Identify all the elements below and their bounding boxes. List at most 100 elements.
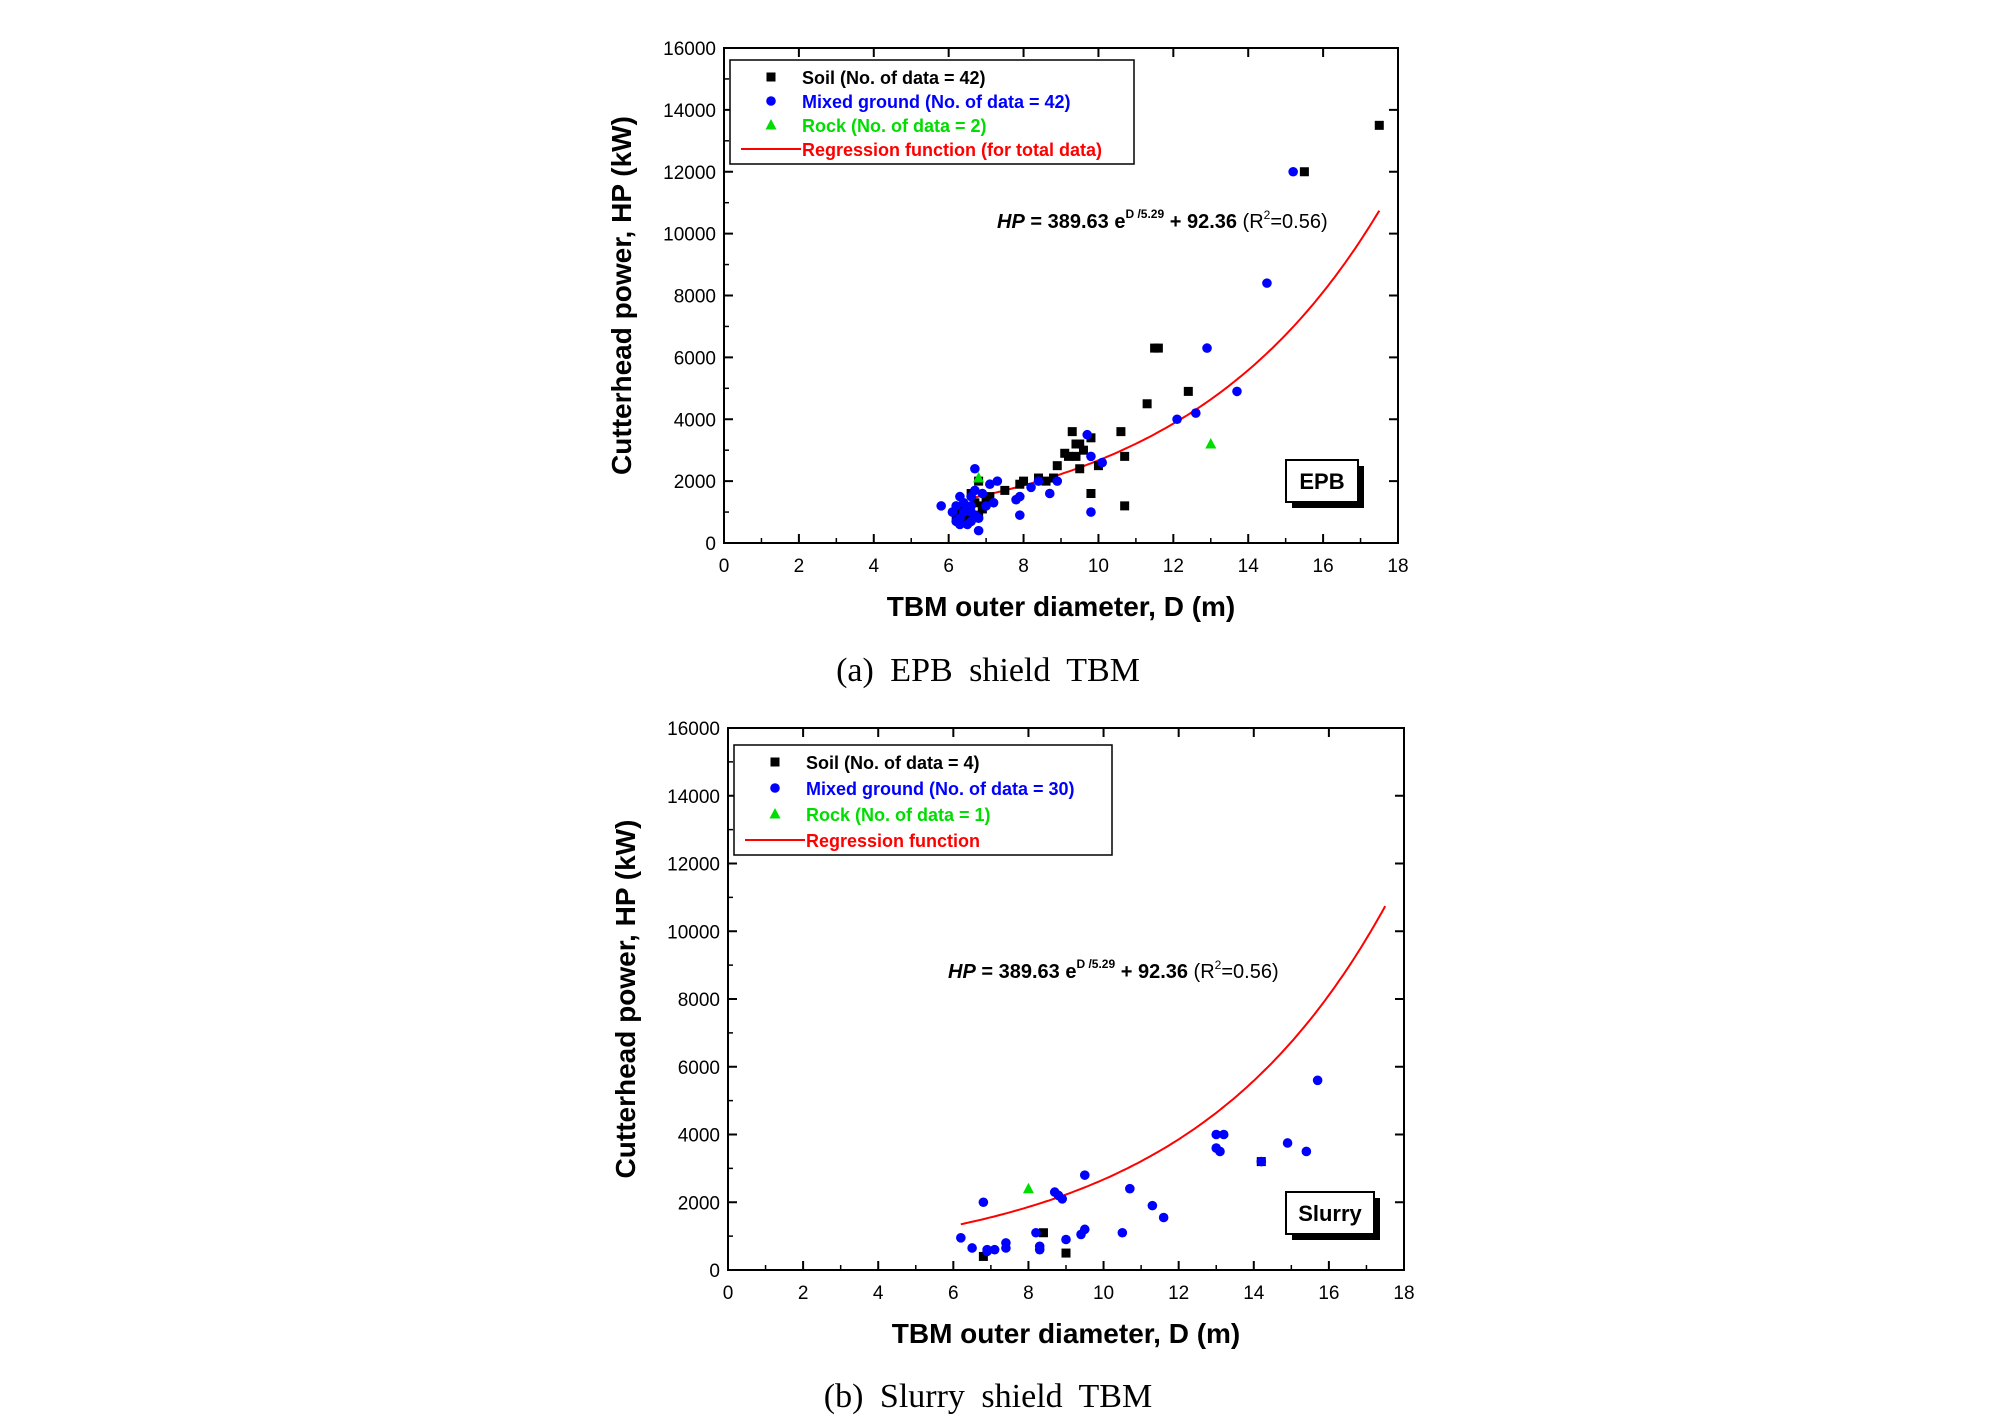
y-tick-label: 8000 [678,990,720,1011]
data-point-circle [977,488,988,499]
data-point-square [1086,489,1096,498]
data-point-circle [956,1233,966,1243]
data-point-square [1052,461,1062,471]
x-tick-label: 14 [1243,1283,1265,1304]
data-point-square [1019,476,1029,486]
x-tick-label: 16 [1313,556,1334,577]
legend-entry: Mixed ground (No. of data = 30) [806,779,1075,799]
x-axis-label: TBM outer diameter, D (m) [887,591,1235,622]
data-point-circle [1015,510,1025,520]
data-point-circle [1082,429,1093,440]
data-point-circle [1026,482,1036,493]
data-point-square [1153,343,1163,353]
legend-entry: Mixed ground (No. of data = 42) [802,92,1071,112]
data-point-circle [951,501,961,511]
data-point-square [1183,386,1193,396]
x-tick-label: 12 [1163,556,1184,577]
x-tick-label: 8 [1018,556,1029,577]
y-tick-label: 12000 [667,855,720,876]
data-point-circle [970,463,980,474]
y-axis-label: Cutterhead power, HP (kW) [606,116,637,475]
data-point-circle [1015,491,1025,502]
data-point-circle [1033,476,1044,486]
badge-label: EPB [1299,469,1344,494]
legend-marker [769,808,781,819]
x-tick-label: 2 [798,1283,809,1304]
data-point-circle [1049,1187,1060,1197]
data-point-square [1299,167,1309,177]
data-point-circle [1086,507,1096,517]
badge-label: Slurry [1298,1201,1362,1226]
data-point-circle [1031,1227,1041,1238]
data-point-circle [1034,1244,1045,1255]
chart-slurry: 0 2 4 6 8 10 12 14 16 18 0 2000 4000 6000 8000 10000 120… [610,719,1415,1349]
data-point-circle [1256,1156,1267,1167]
data-point-square [1120,501,1130,511]
legend-entry: Rock (No. of data = 1) [806,805,991,825]
data-point-circle [982,1246,992,1257]
data-point-circle [1172,414,1182,425]
data-point-square [1075,464,1085,474]
regression-equation: HP = 389.63 eD /5.29 + 92.36 (R2=0.56) [948,957,1279,983]
y-tick-label: 6000 [674,348,716,369]
legend-box [733,744,1113,856]
y-tick-label: 16000 [667,719,720,740]
legend-entry: Soil (No. of data = 42) [802,68,986,88]
data-point-circle [1262,278,1272,288]
y-tick-label: 14000 [667,787,720,808]
y-tick-label: 2000 [674,472,716,493]
data-point-circle [1079,1224,1090,1235]
data-point-square [1116,427,1126,437]
data-point-square [1041,476,1051,486]
data-point-circle [1232,386,1242,397]
data-point-circle [1288,166,1298,177]
badge-box [1285,1191,1375,1235]
x-tick-label: 18 [1393,1283,1414,1304]
chart-epb: 0 2 4 6 8 10 12 14 16 18 0 2000 4000 6000 8000 10000 120… [606,39,1409,622]
data-point-circle [1282,1138,1293,1148]
data-point-circle [1191,408,1201,418]
data-point-circle [989,1244,1000,1255]
data-point-circle [981,501,991,511]
data-point-circle [978,1197,989,1208]
data-point-circle [1097,457,1107,468]
y-tick-label: 4000 [674,410,716,431]
y-tick-label: 4000 [678,1126,720,1147]
data-point-circle [1147,1200,1158,1211]
data-point-square [1120,451,1130,461]
data-point-square [1142,399,1152,409]
y-tick-label: 0 [705,534,716,555]
x-tick-label: 0 [723,1283,734,1304]
data-point-square [1374,120,1384,130]
data-point-circle [988,497,999,508]
data-point-circle [970,485,980,496]
data-point-circle [1086,451,1096,462]
data-point-triangle [973,472,985,483]
x-tick-label: 6 [948,1283,959,1304]
legend-entry: Soil (No. of data = 4) [806,753,980,773]
data-point-circle [955,519,965,530]
badge-box [1285,459,1359,503]
data-point-circle [1202,343,1212,353]
data-point-triangle [1205,438,1217,449]
data-point-square [1060,448,1070,458]
x-tick-label: 4 [868,556,879,577]
data-point-circle [1211,1129,1222,1140]
x-tick-label: 8 [1023,1283,1034,1304]
y-tick-label: 12000 [663,163,716,184]
data-point-circle [973,525,984,536]
x-tick-label: 0 [719,556,730,577]
x-tick-label: 4 [873,1283,884,1304]
legend-marker [765,119,777,130]
data-point-circle [1218,1129,1229,1140]
data-point-square [1086,433,1096,443]
data-point-square [970,498,980,508]
data-point-triangle [1022,1182,1034,1194]
y-tick-label: 10000 [667,922,720,943]
data-point-square [1093,461,1103,471]
data-point-square [1078,445,1088,455]
y-tick-label: 10000 [663,225,716,246]
regression-curve [967,210,1381,500]
data-point-circle [1158,1212,1169,1223]
